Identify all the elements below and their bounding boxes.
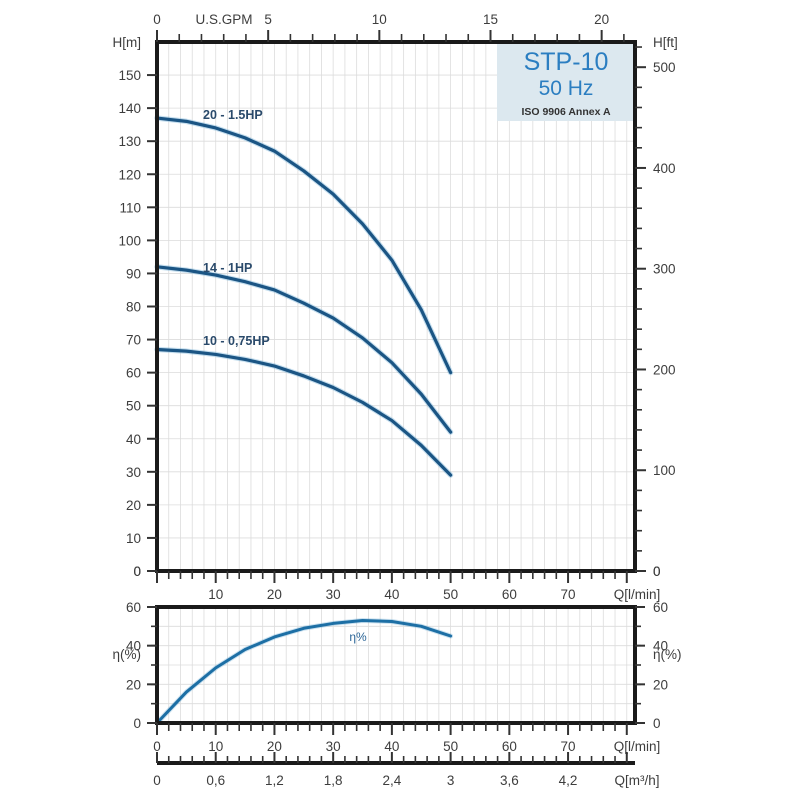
tick-label-eta-right: 20 <box>653 677 668 692</box>
tick-label-eta-qlmin: 40 <box>384 739 399 754</box>
title-box-background <box>497 43 634 121</box>
tick-label-m3h: 3,6 <box>500 773 519 788</box>
axis-title-head-right: H[ft] <box>653 35 678 50</box>
axis-title-m3h: Q[m³/h] <box>614 773 659 788</box>
eta-chart-grid <box>156 606 635 724</box>
tick-label-eta-qlmin: 20 <box>267 739 282 754</box>
tick-label-qlmin: 50 <box>443 587 458 602</box>
tick-label-qlmin: 70 <box>561 587 576 602</box>
tick-label-eta-qlmin: 70 <box>561 739 576 754</box>
tick-label-gpm: 5 <box>264 12 272 27</box>
tick-label-eta-qlmin: 50 <box>443 739 458 754</box>
eta-curve-label-group: η% <box>349 630 367 644</box>
tick-label-eta-left: 40 <box>126 639 141 654</box>
tick-label-m3h: 1,8 <box>324 773 343 788</box>
tick-label-head-right: 500 <box>653 60 676 75</box>
tick-label-eta-left: 0 <box>133 716 141 731</box>
tick-label-m3h: 4,2 <box>559 773 578 788</box>
axis-title-head-left: H[m] <box>113 35 142 50</box>
tick-label-head-left: 150 <box>118 68 141 83</box>
tick-label-eta-right: 40 <box>653 639 668 654</box>
eta-curve-path <box>155 619 453 725</box>
axis-title-gpm: U.S.GPM <box>195 12 252 27</box>
tick-label-eta-qlmin: 10 <box>208 739 223 754</box>
head-chart-grid <box>156 41 635 572</box>
axis-title-qlmin: Q[l/min] <box>614 587 661 602</box>
tick-label-head-right: 300 <box>653 262 676 277</box>
tick-label-head-left: 90 <box>126 266 141 281</box>
tick-label-head-left: 110 <box>119 200 141 215</box>
curve-label-10-075hp: 10 - 0,75HP <box>203 334 270 348</box>
tick-label-qlmin: 60 <box>502 587 517 602</box>
tick-label-head-left: 80 <box>126 300 141 315</box>
eta-chart-curve <box>154 618 454 726</box>
tick-label-eta-left: 20 <box>126 677 141 692</box>
tick-label-eta-qlmin: 30 <box>326 739 341 754</box>
curve-label-14-1hp: 14 - 1HP <box>203 261 252 275</box>
tick-label-head-left: 30 <box>126 465 141 480</box>
tick-label-m3h: 2,4 <box>382 773 401 788</box>
tick-label-qlmin: 30 <box>326 587 341 602</box>
axis-title-eta-right: η(%) <box>653 647 682 662</box>
head-curve <box>155 265 453 434</box>
tick-label-head-left: 120 <box>118 167 141 182</box>
tick-label-head-left: 20 <box>126 498 141 513</box>
tick-label-head-left: 0 <box>133 564 141 579</box>
tick-label-head-right: 200 <box>653 362 676 377</box>
tick-label-gpm: 20 <box>594 12 609 27</box>
title-box: STP-10 50 Hz ISO 9906 Annex A <box>497 43 634 121</box>
tick-label-eta-qlmin: 60 <box>502 739 517 754</box>
tick-label-head-left: 130 <box>118 134 141 149</box>
curve-label-20-1-5hp: 20 - 1.5HP <box>203 108 263 122</box>
tick-label-head-right: 400 <box>653 161 676 176</box>
tick-label-eta-qlmin: 0 <box>153 739 161 754</box>
m3h-axis: 0 0,6 1,2 1,8 2,4 3 3,6 4,2 Q[m³/h] <box>153 752 660 788</box>
head-chart-curves <box>154 115 454 478</box>
curve-labels: 20 - 1.5HP 14 - 1HP 10 - 0,75HP <box>203 108 270 348</box>
tick-label-head-left: 60 <box>126 366 141 381</box>
tick-label-gpm: 10 <box>372 12 387 27</box>
tick-label-head-left: 10 <box>126 531 141 546</box>
tick-label-head-right: 100 <box>653 463 676 478</box>
axis-title-eta-left: η(%) <box>112 647 141 662</box>
tick-label-eta-right: 60 <box>653 600 668 615</box>
model-name: STP-10 <box>524 48 609 76</box>
tick-label-eta-left: 60 <box>126 600 141 615</box>
standard-label: ISO 9906 Annex A <box>521 106 611 118</box>
tick-label-qlmin: 40 <box>384 587 399 602</box>
tick-label-head-left: 40 <box>126 432 141 447</box>
tick-label-head-left: 50 <box>126 399 141 414</box>
head-curve <box>155 347 453 477</box>
axis-title-eta-qlmin: Q[l/min] <box>614 739 661 754</box>
tick-label-head-left: 100 <box>118 233 141 248</box>
tick-label-m3h: 3 <box>447 773 455 788</box>
tick-label-head-right: 0 <box>653 564 661 579</box>
tick-label-qlmin: 10 <box>208 587 223 602</box>
tick-label-m3h: 1,2 <box>265 773 284 788</box>
tick-label-m3h: 0,6 <box>206 773 225 788</box>
tick-label-m3h: 0 <box>153 773 161 788</box>
tick-label-head-left: 140 <box>118 101 141 116</box>
tick-label-head-left: 70 <box>126 333 141 348</box>
tick-label-eta-right: 0 <box>653 716 661 731</box>
tick-label-gpm: 0 <box>153 12 161 27</box>
tick-label-qlmin: 20 <box>267 587 282 602</box>
tick-label-head-right-zero: 0 <box>653 564 661 579</box>
tick-label-gpm: 15 <box>483 12 498 27</box>
head-chart-axes: 0102030405060708090100110120130140150H[m… <box>113 12 678 602</box>
head-curve <box>155 116 453 375</box>
eta-curve-label: η% <box>349 630 367 644</box>
frequency-label: 50 Hz <box>539 77 594 100</box>
tick-label-head-left-zero: 0 <box>133 564 141 579</box>
